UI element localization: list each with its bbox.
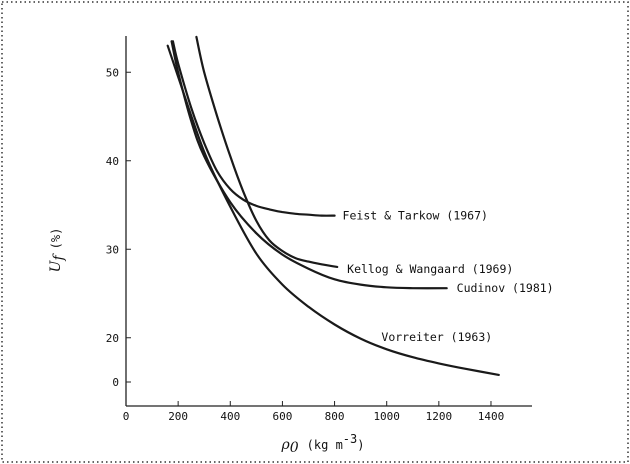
series-line-feist-tarkow: [171, 40, 336, 217]
series-line-vorreiter: [166, 44, 500, 376]
series-line-cudinov: [170, 40, 448, 290]
y-tick-label: 0: [112, 376, 119, 389]
y-tick-label: 20: [106, 332, 119, 345]
ticks: 0 200 400 600 800 1000 1200 1400 0 20 30 40 50: [106, 66, 504, 423]
y-tick-label: 40: [106, 155, 119, 168]
series-lines: [166, 35, 500, 376]
series-labels: Feist & Tarkow (1967) Kellog & Wangaard (…: [343, 209, 554, 344]
y-tick-label: 50: [106, 66, 119, 79]
x-tick-label: 400: [220, 410, 240, 423]
x-tick-label: 0: [123, 410, 130, 423]
series-label-feist-tarkow: Feist & Tarkow (1967): [343, 209, 488, 223]
y-tick-label: 30: [106, 243, 119, 256]
x-tick-label: 600: [272, 410, 292, 423]
x-axis-label: ρ0 (kg m-3): [281, 432, 365, 456]
series-label-vorreiter: Vorreiter (1963): [381, 330, 492, 344]
x-tick-label: 200: [168, 410, 188, 423]
series-label-cudinov: Cudinov (1981): [457, 281, 554, 295]
x-tick-label: 1400: [478, 410, 505, 423]
x-tick-label: 800: [325, 410, 345, 423]
x-tick-label: 1200: [426, 410, 453, 423]
y-axis-label: Uf(%): [48, 228, 67, 273]
series-line-kellog-wangaard: [195, 35, 339, 268]
x-tick-label: 1000: [373, 410, 400, 423]
axes: [125, 36, 532, 407]
series-label-kellog-wangaard: Kellog & Wangaard (1969): [347, 262, 513, 276]
